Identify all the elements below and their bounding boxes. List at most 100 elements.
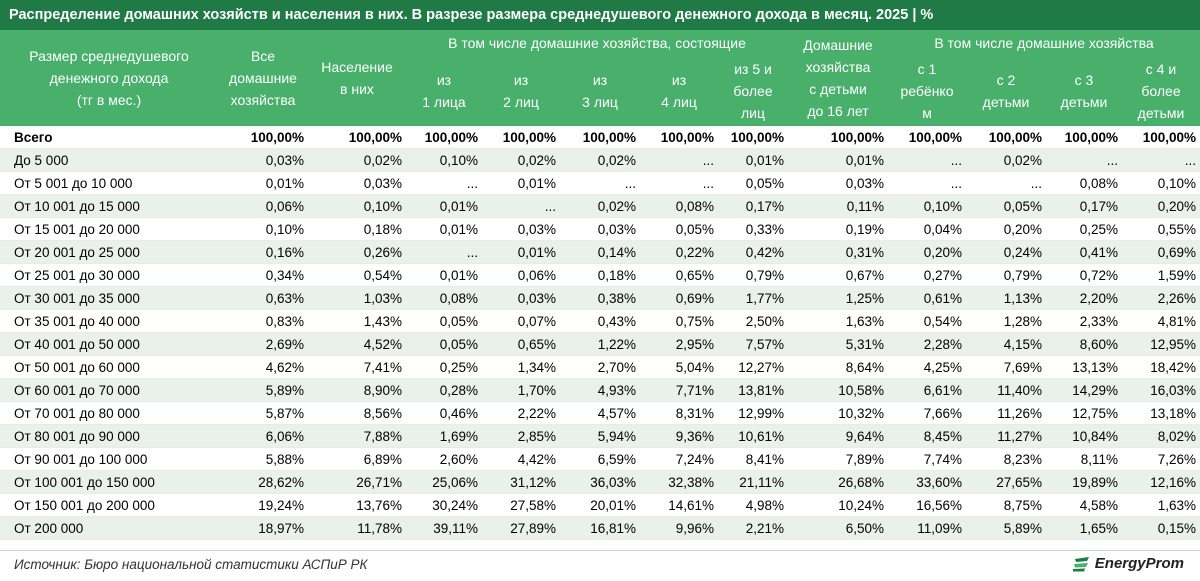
- table-cell: 25,06%: [432, 475, 478, 490]
- table-cell: 0,10%: [923, 199, 962, 214]
- table-cell: 0,17%: [1079, 199, 1118, 214]
- table-cell: 4,15%: [1003, 337, 1042, 352]
- table-cell: 0,61%: [923, 291, 962, 306]
- row-label: От 100 001 до 150 000: [14, 475, 155, 490]
- table-cell: 14,29%: [1072, 383, 1118, 398]
- table-cell: 1,70%: [517, 383, 556, 398]
- table-cell: 0,20%: [923, 245, 962, 260]
- table-cell: 0,01%: [845, 153, 884, 168]
- table-cell: 0,65%: [517, 337, 556, 352]
- header-size-2-text: из 2 лиц: [503, 72, 539, 110]
- table-cell: 0,01%: [517, 245, 556, 260]
- table-cell: 1,65%: [1079, 521, 1118, 536]
- table-cell: 26,71%: [356, 475, 402, 490]
- row-label: До 5 000: [14, 153, 69, 168]
- table-cell: 0,10%: [1157, 176, 1196, 191]
- table-cell: 0,46%: [439, 406, 478, 421]
- table-cell: 0,07%: [517, 314, 556, 329]
- header-population: Население в них: [308, 30, 406, 126]
- table-cell: 0,63%: [265, 291, 304, 306]
- table-cell: 18,42%: [1150, 360, 1196, 375]
- table-cell: 0,27%: [923, 268, 962, 283]
- table-cell: 0,02%: [363, 153, 402, 168]
- header-all-households: Все домашние хозяйства: [218, 30, 308, 126]
- table-cell: 100,00%: [1142, 130, 1196, 145]
- row-label: От 150 001 до 200 000: [14, 498, 155, 513]
- table-cell: 2,69%: [265, 337, 304, 352]
- table-cell: 100,00%: [502, 130, 556, 145]
- table-cell: 5,87%: [265, 406, 304, 421]
- table-cell: 8,11%: [1080, 452, 1118, 467]
- table-cell: 5,94%: [597, 429, 636, 444]
- header-child-1: с 1 ребёнко м: [888, 56, 966, 126]
- table-cell: 27,58%: [510, 498, 556, 513]
- table-cell: 0,05%: [439, 314, 478, 329]
- table-cell: 0,79%: [745, 268, 784, 283]
- table-cell: 2,60%: [439, 452, 478, 467]
- table-cell: 1,25%: [845, 291, 884, 306]
- table-cell: 0,25%: [439, 360, 478, 375]
- table-cell: 11,09%: [917, 521, 962, 536]
- table-cell: 100,00%: [424, 130, 478, 145]
- table-cell: 8,64%: [845, 360, 884, 375]
- table-cell: 12,99%: [738, 406, 784, 421]
- table-cell: 13,13%: [1072, 360, 1118, 375]
- table-cell: 0,08%: [1079, 176, 1118, 191]
- footer: Источник: Бюро национальной статистики А…: [0, 550, 1200, 581]
- table-cell: 100,00%: [908, 130, 962, 145]
- table-cell: 7,74%: [923, 452, 962, 467]
- table-cell: 2,20%: [1079, 291, 1118, 306]
- table-cell: 39,11%: [433, 521, 478, 536]
- table-cell: 100,00%: [250, 130, 304, 145]
- table-cell: 0,25%: [1079, 222, 1118, 237]
- table-cell: ...: [624, 176, 636, 191]
- table-cell: 0,05%: [1003, 199, 1042, 214]
- table-cell: 33,60%: [916, 475, 962, 490]
- table-cell: 8,41%: [745, 452, 784, 467]
- table-cell: 0,17%: [745, 199, 784, 214]
- table-cell: 100,00%: [988, 130, 1042, 145]
- header-with-children: Домашние хозяйства с детьми до 16 лет: [788, 30, 888, 126]
- table-row: От 40 001 до 50 000 2,69% 4,52% 0,05% 0,65% 1…: [0, 333, 1200, 356]
- table-cell: 0,02%: [1003, 153, 1042, 168]
- table-cell: 2,33%: [1079, 314, 1118, 329]
- table-cell: 0,20%: [1157, 199, 1196, 214]
- row-label: От 80 001 до 90 000: [14, 429, 140, 444]
- table-row: От 150 001 до 200 000 19,24% 13,76% 30,24% 2…: [0, 494, 1200, 517]
- table-cell: 9,36%: [675, 429, 714, 444]
- table-cell: 8,02%: [1157, 429, 1196, 444]
- table-cell: 1,13%: [1003, 291, 1042, 306]
- table-row: От 35 001 до 40 000 0,83% 1,43% 0,05% 0,07% 0…: [0, 310, 1200, 333]
- table-cell: 0,01%: [265, 176, 304, 191]
- header-size-4: из 4 лиц: [640, 56, 718, 126]
- header-all-households-text: Все домашние хозяйства: [229, 48, 297, 108]
- table-cell: 12,75%: [1072, 406, 1118, 421]
- table-cell: 0,55%: [1157, 222, 1196, 237]
- header-child-4: с 4 и более детьми: [1122, 56, 1200, 126]
- table-cell: 100,00%: [730, 130, 784, 145]
- table-cell: ...: [950, 176, 962, 191]
- header-income-size: Размер среднедушевого денежного дохода (…: [0, 30, 218, 126]
- table-cell: 13,81%: [738, 383, 784, 398]
- table-cell: 7,57%: [745, 337, 784, 352]
- table-cell: 19,24%: [258, 498, 304, 513]
- table-cell: 4,25%: [923, 360, 962, 375]
- table-cell: 0,01%: [439, 199, 478, 214]
- table-cell: 16,56%: [916, 498, 962, 513]
- header-size-5-text: из 5 и более лиц: [733, 61, 773, 121]
- total-row: Всего 100,00% 100,00% 100,00% 100,00% 100,00%…: [0, 126, 1200, 149]
- table-cell: 7,66%: [923, 406, 962, 421]
- table-cell: 0,08%: [675, 199, 714, 214]
- row-label: От 35 001 до 40 000: [14, 314, 140, 329]
- table-cell: 0,02%: [517, 153, 556, 168]
- table-cell: 10,61%: [738, 429, 784, 444]
- table-cell: 0,18%: [363, 222, 402, 237]
- header-population-text: Население в них: [321, 59, 393, 97]
- table-cell: 20,01%: [590, 498, 636, 513]
- table-cell: 7,26%: [1157, 452, 1196, 467]
- table-cell: 0,06%: [265, 199, 304, 214]
- table-cell: 8,60%: [1079, 337, 1118, 352]
- table-cell: ...: [544, 199, 556, 214]
- table-cell: ...: [702, 153, 714, 168]
- table-cell: 0,24%: [1003, 245, 1042, 260]
